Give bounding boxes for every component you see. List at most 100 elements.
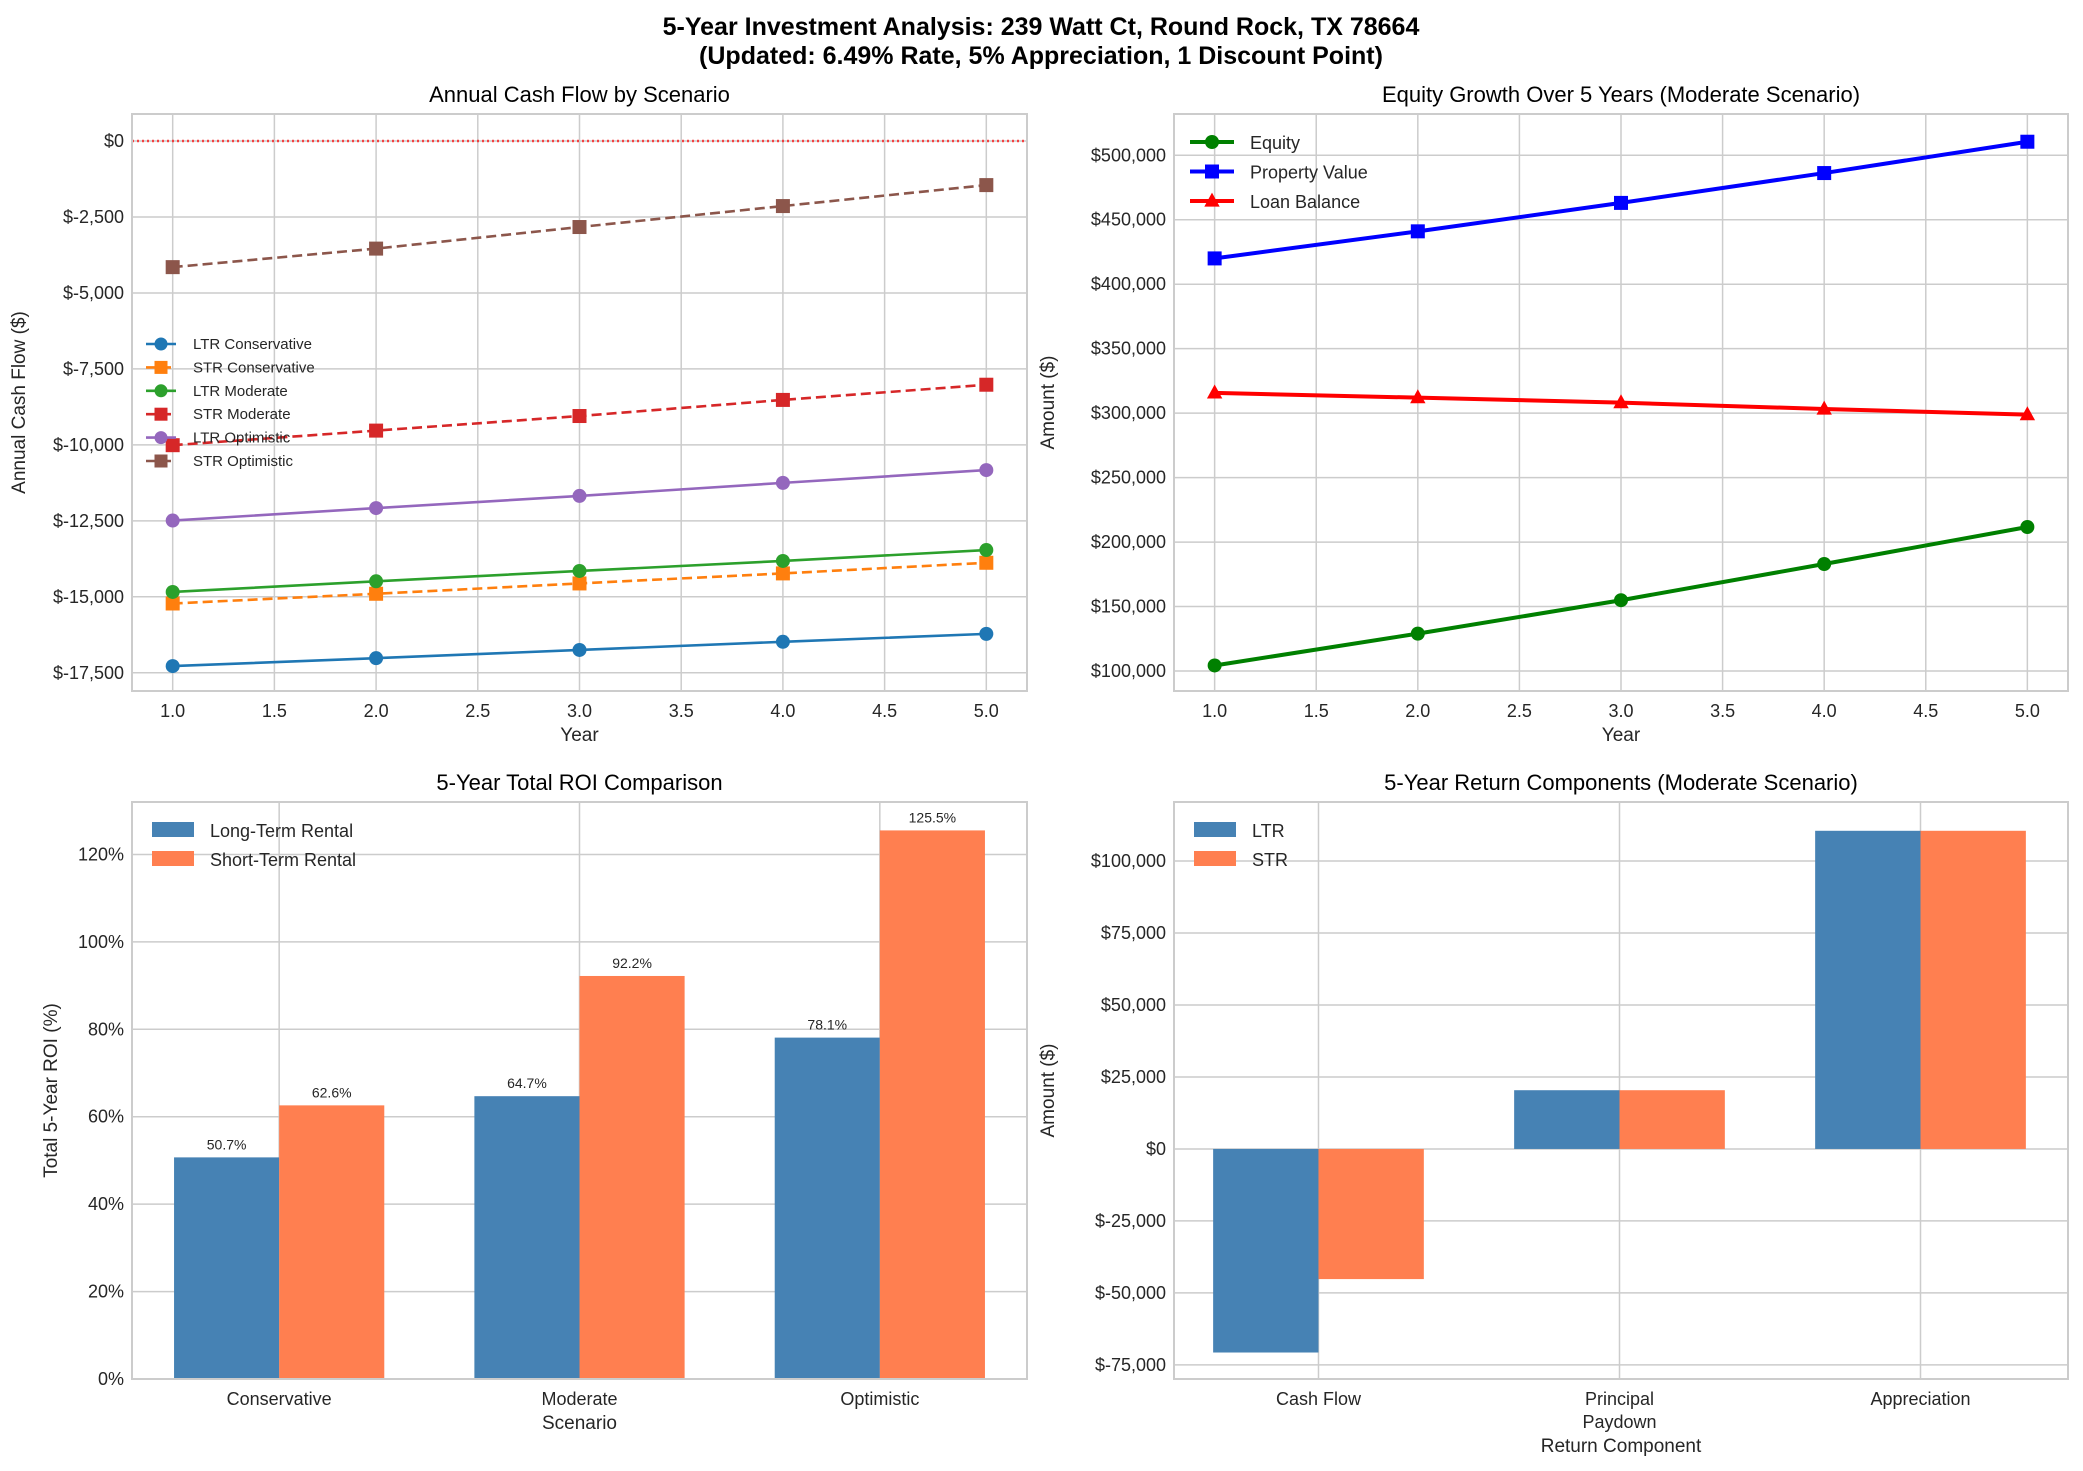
data-point: [1817, 556, 1832, 571]
y-tick-label: 80%: [88, 1019, 124, 1039]
x-tick-label-line: Optimistic: [840, 1389, 919, 1409]
axes-frame: [1173, 113, 2069, 692]
data-point: [165, 596, 180, 611]
bar: [474, 1096, 580, 1379]
y-tick-label: $400,000: [1091, 274, 1166, 294]
bar-value-label: 78.1%: [807, 1017, 847, 1033]
y-tick-label: 120%: [78, 844, 124, 864]
y-tick-label: $350,000: [1091, 339, 1166, 359]
x-tick-label: 1.0: [160, 701, 185, 721]
y-tick-label: $-10,000: [53, 435, 124, 455]
data-point: [1207, 658, 1222, 673]
data-point: [165, 584, 180, 599]
data-point: [775, 199, 790, 214]
bar: [1619, 1090, 1725, 1149]
y-tick-label: $25,000: [1101, 1067, 1166, 1087]
series-str-moderate: [165, 377, 994, 453]
legend-marker: [1205, 164, 1219, 179]
x-axis-label: Year: [560, 725, 599, 746]
x-tick-label: 1.0: [1202, 701, 1227, 721]
x-tick-label: Cash Flow: [1276, 1389, 1362, 1409]
x-tick-label: 5.0: [2015, 701, 2040, 721]
figure-title: 5-Year Investment Analysis: 239 Watt Ct,…: [663, 13, 1420, 41]
chart-1: Annual Cash Flow by Scenario $0 $-2,500 $-5…: [9, 82, 1028, 746]
y-tick-label: $150,000: [1091, 597, 1166, 617]
data-point: [979, 543, 994, 558]
chart-3: 5-Year Total ROI Comparison 0% 20% 40% 60% 80…: [41, 770, 1028, 1434]
x-tick-label-line: Appreciation: [1870, 1389, 1970, 1409]
x-tick-label: 4.0: [770, 701, 795, 721]
bar-value-label: 62.6%: [312, 1084, 352, 1100]
bar: [1213, 1148, 1319, 1353]
bar-value-label: 92.2%: [612, 955, 652, 971]
legend-swatch: [152, 851, 194, 866]
y-tick-label: $-15,000: [53, 587, 124, 607]
data-point: [369, 241, 384, 256]
data-point: [572, 220, 587, 235]
data-point: [165, 438, 180, 453]
legend-label: STR: [1252, 850, 1288, 870]
y-tick-label: 20%: [88, 1282, 124, 1302]
x-tick-label: 3.5: [669, 701, 694, 721]
bar: [879, 830, 985, 1379]
data-point: [1410, 224, 1425, 239]
legend-label: STR Moderate: [193, 406, 291, 423]
y-tick-label: $-5,000: [63, 283, 124, 303]
data-point: [775, 566, 790, 581]
x-tick-label: Principal Paydown: [1582, 1389, 1656, 1432]
legend-marker: [1204, 192, 1220, 207]
data-point: [1817, 166, 1832, 181]
x-tick-label-line: Moderate: [541, 1389, 617, 1409]
legend-label: Loan Balance: [1250, 192, 1360, 212]
bar: [1920, 830, 2026, 1149]
data-point: [572, 576, 587, 591]
data-point: [369, 501, 384, 516]
y-tick-label: 40%: [88, 1194, 124, 1214]
x-tick-label: 3.0: [567, 701, 592, 721]
data-point: [1614, 195, 1628, 210]
data-point: [2020, 519, 2035, 534]
y-tick-label: $450,000: [1091, 210, 1166, 230]
legend-swatch: [1194, 851, 1236, 866]
x-tick-label-line: Paydown: [1582, 1412, 1656, 1432]
x-tick-label: 3.5: [1710, 701, 1735, 721]
legend-label: LTR: [1252, 821, 1285, 841]
x-tick-label: 5.0: [974, 701, 999, 721]
x-axis-label: Year: [1602, 725, 1641, 746]
legend-marker: [154, 454, 168, 468]
y-tick-label: $-75,000: [1095, 1355, 1166, 1375]
series-ltr: [1213, 830, 1921, 1353]
legend: Long-Term Rental Short-Term Rental: [152, 821, 356, 870]
series-ltr-moderate: [165, 543, 994, 599]
data-point: [775, 475, 790, 490]
y-tick-label: $200,000: [1091, 532, 1166, 552]
figure-subtitle: (Updated: 6.49% Rate, 5% Appreciation, 1…: [699, 42, 1383, 70]
x-tick-label: 3.0: [1608, 701, 1633, 721]
y-tick-label: $0: [104, 131, 124, 151]
y-tick-label: $0: [1146, 1139, 1166, 1159]
data-point: [165, 260, 180, 275]
legend-marker: [1205, 135, 1219, 149]
data-point: [979, 377, 994, 392]
legend-marker: [154, 337, 168, 351]
bar-value-label: 125.5%: [909, 809, 956, 825]
series-short-term-rental: 62.6% 92.2% 125.5%: [279, 809, 985, 1379]
x-tick-label: 4.5: [872, 701, 897, 721]
bar-value-label: 64.7%: [507, 1075, 547, 1091]
data-point: [775, 392, 790, 407]
x-tick-label: 4.0: [1812, 701, 1837, 721]
series-long-term-rental: 50.7% 64.7% 78.1%: [174, 1017, 880, 1379]
data-point: [979, 626, 994, 641]
data-point: [1410, 389, 1426, 404]
y-tick-label: $250,000: [1091, 468, 1166, 488]
data-point: [572, 409, 587, 424]
legend: LTR STR: [1194, 821, 1288, 870]
x-axis-label: Return Component: [1541, 1436, 1702, 1457]
x-tick-label: 2.0: [1405, 701, 1430, 721]
data-point: [165, 659, 180, 674]
y-axis-label: Amount ($): [1038, 1044, 1059, 1138]
x-tick-label: Moderate: [541, 1389, 617, 1409]
x-tick-label: 2.5: [465, 701, 490, 721]
data-point: [165, 513, 180, 528]
